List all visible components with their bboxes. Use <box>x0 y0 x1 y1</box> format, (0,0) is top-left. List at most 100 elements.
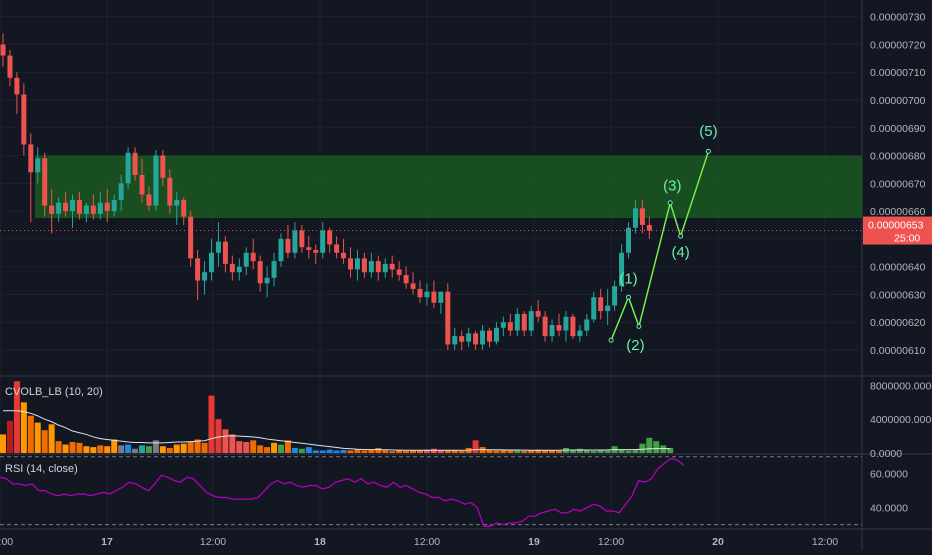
volume-bar[interactable] <box>159 446 166 453</box>
candle-body[interactable] <box>76 200 82 214</box>
volume-bar[interactable] <box>20 402 27 453</box>
volume-bar[interactable] <box>361 450 368 453</box>
volume-bar[interactable] <box>625 450 632 453</box>
candle-body[interactable] <box>424 291 430 298</box>
volume-bar[interactable] <box>590 450 597 453</box>
volume-bar[interactable] <box>639 443 646 453</box>
candle-body[interactable] <box>7 55 13 78</box>
volume-bar[interactable] <box>396 450 403 453</box>
volume-bar[interactable] <box>423 449 430 453</box>
candle-body[interactable] <box>403 275 409 284</box>
volume-bar[interactable] <box>194 439 201 453</box>
candle-body[interactable] <box>334 244 340 253</box>
rsi-line[interactable] <box>0 457 685 527</box>
volume-bar[interactable] <box>403 450 410 453</box>
volume-bar[interactable] <box>111 439 118 453</box>
candle-body[interactable] <box>271 261 277 278</box>
candle-body[interactable] <box>49 205 55 214</box>
volume-bar[interactable] <box>215 419 222 453</box>
volume-bar[interactable] <box>132 448 139 453</box>
volume-bar[interactable] <box>646 437 653 453</box>
volume-bar[interactable] <box>76 442 83 453</box>
wave-pivot-point[interactable] <box>626 294 631 300</box>
wave-pivot-point[interactable] <box>678 233 684 239</box>
candle-body[interactable] <box>63 202 69 212</box>
candle-body[interactable] <box>181 200 187 217</box>
wave-pivot-point[interactable] <box>636 323 642 329</box>
candle-body[interactable] <box>257 261 263 284</box>
volume-bar[interactable] <box>97 445 104 453</box>
volume-bar[interactable] <box>444 450 451 453</box>
volume-bar[interactable] <box>667 447 674 453</box>
volume-bar[interactable] <box>618 449 625 453</box>
volume-bar[interactable] <box>583 450 590 453</box>
volume-bar[interactable] <box>604 450 611 453</box>
volume-bar[interactable] <box>410 450 417 453</box>
candle-body[interactable] <box>646 225 652 231</box>
candle-body[interactable] <box>215 241 221 253</box>
candle-body[interactable] <box>320 230 326 253</box>
candle-body[interactable] <box>264 277 270 284</box>
candle-body[interactable] <box>396 269 402 275</box>
candle-body[interactable] <box>626 227 631 253</box>
candle-body[interactable] <box>174 200 180 206</box>
candle-body[interactable] <box>285 238 291 253</box>
candle-body[interactable] <box>341 252 347 259</box>
volume-bar[interactable] <box>458 450 465 453</box>
candle-body[interactable] <box>229 263 235 273</box>
candle-body[interactable] <box>493 327 499 342</box>
volume-bar[interactable] <box>576 448 583 453</box>
volume-bar[interactable] <box>236 441 243 453</box>
volume-bar[interactable] <box>430 448 437 453</box>
volume-bar[interactable] <box>305 447 312 453</box>
volume-bar[interactable] <box>542 450 549 453</box>
volume-bar[interactable] <box>375 447 382 453</box>
candle-body[interactable] <box>431 291 437 303</box>
candle-body[interactable] <box>632 208 638 228</box>
candle-body[interactable] <box>56 202 62 214</box>
volume-bar[interactable] <box>83 446 90 453</box>
volume-bar[interactable] <box>326 449 333 453</box>
candle-body[interactable] <box>348 258 353 270</box>
candle-body[interactable] <box>375 261 381 273</box>
candle-body[interactable] <box>97 202 103 214</box>
candle-body[interactable] <box>222 241 228 264</box>
candle-body[interactable] <box>542 316 548 337</box>
candle-body[interactable] <box>313 250 319 253</box>
candle-body[interactable] <box>598 297 604 312</box>
volume-bar[interactable] <box>597 450 604 453</box>
candle-body[interactable] <box>160 155 166 178</box>
candle-body[interactable] <box>521 313 527 331</box>
volume-bar[interactable] <box>125 444 132 453</box>
volume-bar[interactable] <box>48 424 55 453</box>
volume-bar[interactable] <box>229 434 236 453</box>
candle-body[interactable] <box>327 230 333 245</box>
volume-bar[interactable] <box>41 430 48 453</box>
candle-body[interactable] <box>361 258 367 273</box>
candle-body[interactable] <box>35 158 41 173</box>
volume-bar[interactable] <box>139 445 145 453</box>
candle-body[interactable] <box>354 258 360 270</box>
candle-body[interactable] <box>90 205 96 214</box>
volume-bar[interactable] <box>118 445 125 453</box>
candle-body[interactable] <box>83 205 89 214</box>
candle-body[interactable] <box>28 144 34 173</box>
volume-bar[interactable] <box>250 440 257 453</box>
volume-bar[interactable] <box>187 442 194 453</box>
volume-bar[interactable] <box>104 446 111 453</box>
volume-bar[interactable] <box>55 441 62 453</box>
candle-body[interactable] <box>452 336 458 345</box>
candle-body[interactable] <box>292 230 298 253</box>
volume-bar[interactable] <box>152 440 159 453</box>
candle-body[interactable] <box>410 283 416 289</box>
candle-body[interactable] <box>466 333 472 342</box>
candle-body[interactable] <box>0 44 6 56</box>
volume-bar[interactable] <box>521 450 528 453</box>
candle-body[interactable] <box>299 230 305 248</box>
candle-body[interactable] <box>528 311 534 331</box>
wave-pivot-point[interactable] <box>608 337 614 343</box>
candle-body[interactable] <box>584 319 590 331</box>
candle-body[interactable] <box>195 258 201 281</box>
volume-bar[interactable] <box>382 450 389 453</box>
volume-bar[interactable] <box>201 442 208 453</box>
